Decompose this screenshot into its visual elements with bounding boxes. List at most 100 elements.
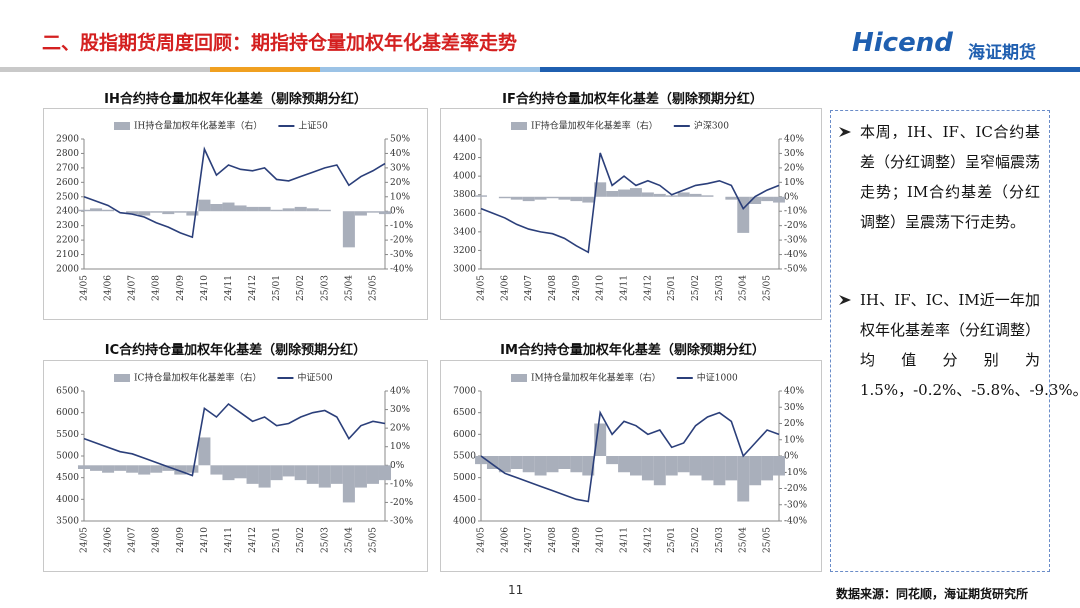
basis-bar — [773, 456, 785, 476]
x-tick-label: 24/11 — [224, 275, 234, 301]
y-tick-label: 2600 — [56, 178, 79, 188]
basis-bar — [366, 465, 379, 484]
basis-bar — [677, 456, 690, 473]
basis-bar — [282, 465, 295, 477]
y2-tick-label: 20% — [784, 419, 804, 429]
y2-tick-label: -10% — [390, 479, 413, 489]
x-tick-label: 25/05 — [368, 527, 378, 553]
basis-bar — [366, 211, 379, 213]
y2-tick-label: 30% — [784, 403, 804, 413]
y2-tick-label: -20% — [390, 498, 413, 508]
basis-bar — [282, 208, 295, 212]
basis-bar — [522, 456, 535, 473]
y-tick-label: 3600 — [453, 209, 476, 219]
y2-tick-label: 30% — [784, 149, 804, 159]
y-tick-label: 2000 — [56, 265, 79, 275]
y2-tick-label: 20% — [784, 163, 804, 173]
legend-swatch — [511, 374, 527, 382]
x-tick-label: 25/05 — [368, 275, 378, 301]
legend-label: 中证1000 — [697, 372, 738, 384]
y2-tick-label: 0% — [390, 207, 405, 217]
basis-bar — [354, 211, 367, 216]
x-tick-label: 24/11 — [620, 275, 630, 301]
basis-bar — [102, 209, 115, 212]
basis-bar — [210, 204, 223, 212]
x-tick-label: 24/10 — [596, 275, 606, 301]
x-tick-label: 25/04 — [344, 527, 354, 553]
y-tick-label: 6000 — [453, 430, 476, 440]
legend-swatch — [511, 122, 527, 130]
source-note: 数据来源：同花顺，海证期货研究所 — [836, 587, 1029, 601]
x-tick-label: 24/07 — [524, 527, 534, 553]
y2-tick-label: -10% — [784, 207, 807, 217]
basis-bar — [186, 465, 199, 473]
basis-bar — [510, 456, 523, 469]
basis-bar — [773, 196, 785, 203]
basis-bar — [582, 196, 595, 203]
basis-bar — [354, 465, 367, 488]
basis-bar — [594, 423, 607, 456]
basis-bar — [653, 193, 666, 197]
x-tick-label: 25/01 — [667, 527, 677, 553]
basis-bar — [222, 465, 235, 481]
basis-bar — [342, 465, 355, 503]
basis-bar — [570, 456, 583, 473]
basis-bar — [510, 196, 523, 200]
basis-bar — [475, 456, 487, 465]
x-tick-label: 24/05 — [477, 275, 487, 301]
y-tick-label: 2100 — [56, 250, 79, 260]
sidebar-box — [830, 110, 1050, 572]
basis-bar — [475, 195, 487, 197]
x-tick-label: 25/03 — [715, 275, 725, 301]
x-tick-label: 25/02 — [296, 527, 306, 553]
x-tick-label: 24/12 — [248, 275, 258, 301]
y2-tick-label: 0% — [390, 461, 405, 471]
basis-bar — [498, 456, 511, 473]
y-tick-label: 3200 — [453, 246, 476, 256]
x-tick-label: 24/11 — [620, 527, 630, 553]
y-tick-label: 6500 — [453, 408, 476, 418]
basis-bar — [138, 465, 151, 475]
basis-bar — [630, 456, 642, 476]
y2-tick-label: 40% — [784, 387, 804, 397]
chart-title: IH合约持仓量加权年化基差（剔除预期分红） — [104, 92, 367, 107]
x-tick-label: 24/10 — [596, 527, 606, 553]
basis-bar — [713, 456, 726, 486]
x-tick-label: 24/06 — [104, 527, 114, 553]
basis-bar — [558, 196, 571, 200]
y-tick-label: 2800 — [56, 149, 79, 159]
legend-label: IM持仓量加权年化基差率（右） — [531, 372, 661, 384]
header-stripe — [0, 67, 1080, 72]
legend-label: IF持仓量加权年化基差率（右） — [531, 120, 658, 132]
basis-bar — [725, 196, 738, 200]
y-tick-label: 2200 — [56, 236, 79, 246]
basis-bar — [198, 437, 211, 466]
chart-title: IC合约持仓量加权年化基差（剔除预期分红） — [104, 343, 367, 358]
y-tick-label: 5500 — [453, 452, 476, 462]
basis-bar — [150, 211, 163, 213]
x-tick-label: 25/02 — [691, 275, 701, 301]
chart-title: IF合约持仓量加权年化基差（剔除预期分红） — [502, 92, 763, 107]
basis-bar — [582, 456, 595, 476]
basis-bar — [270, 209, 283, 212]
basis-bar — [210, 465, 223, 475]
basis-bar — [126, 465, 139, 473]
y2-tick-label: 40% — [784, 135, 804, 145]
basis-bar — [665, 195, 678, 197]
basis-bar — [606, 191, 619, 197]
x-tick-label: 24/09 — [176, 275, 186, 301]
basis-bar — [653, 456, 666, 486]
basis-bar — [498, 196, 511, 199]
basis-bar — [342, 211, 355, 248]
basis-bar — [689, 456, 702, 476]
y2-tick-label: 30% — [390, 163, 410, 173]
basis-bar — [378, 211, 392, 215]
y-tick-label: 4500 — [56, 473, 79, 483]
y-tick-label: 2300 — [56, 221, 79, 231]
x-tick-label: 25/05 — [763, 275, 773, 301]
basis-bar — [294, 465, 307, 481]
y2-tick-label: -40% — [390, 265, 413, 275]
y2-tick-label: 30% — [390, 405, 410, 415]
x-tick-label: 25/03 — [320, 275, 330, 301]
